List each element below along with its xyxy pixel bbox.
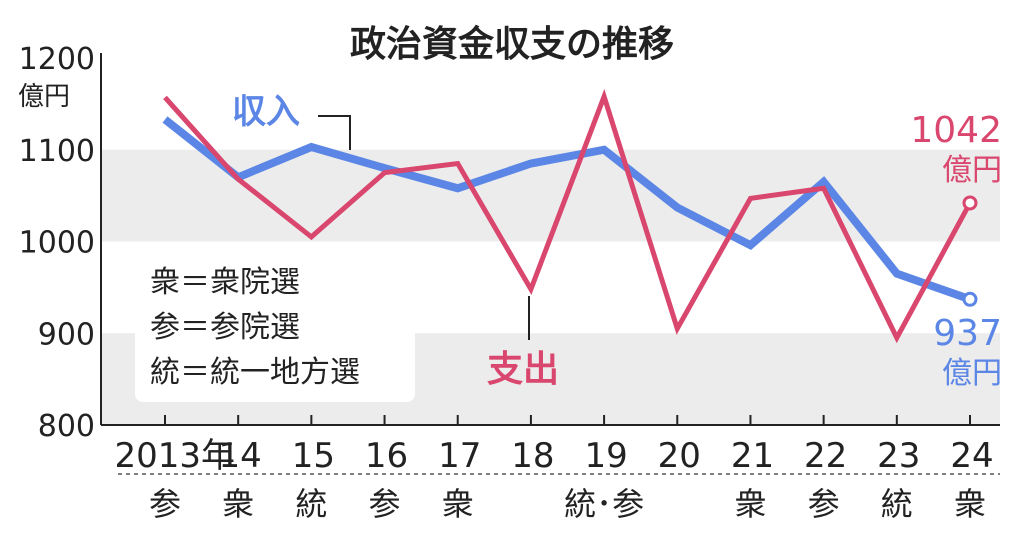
y-tick-label-1000: 1000 [19,226,95,261]
annotations: 収入 支出 1042 億円 937 億円 [232,92,1002,391]
x-tick-label-2: 15 [292,436,335,476]
expense-end-value: 1042 [910,110,1002,151]
band-1000 [101,149,1000,242]
election-label-8: 衆 [734,485,766,523]
election-label-2: 統 [295,485,327,523]
series-line-income [162,116,972,304]
y-tick-label-900: 900 [38,317,95,352]
y-tick-label-800: 800 [38,409,95,444]
legend-item-tou: 統＝統一地方選 [150,355,360,390]
election-label-9: 参 [808,485,840,523]
x-tick-label-6: 19 [584,436,627,476]
y-axis-unit: 億円 [18,82,70,112]
x-tick-label-8: 21 [731,436,774,476]
election-label-11: 衆 [954,485,986,523]
chart-title: 政治資金収支の推移 [350,23,674,65]
election-label-0: 参 [149,485,181,523]
series-end-marker-expense [962,195,978,211]
x-tick-label-1: 14 [219,436,262,476]
x-tick-label-3: 16 [365,436,408,476]
expense-end-unit: 億円 [942,153,1002,188]
election-label-1: 衆 [222,485,254,523]
x-tick-label-0: 2013年 [114,436,235,476]
series-label-income: 収入 [232,92,300,132]
election-label-4: 衆 [442,485,474,523]
election-label-10: 統 [881,485,913,523]
legend: 衆＝衆院選 参＝参院選 統＝統一地方選 [135,258,415,402]
income-end-unit: 億円 [942,356,1002,391]
x-tick-label-5: 18 [511,436,554,476]
x-tick-label-4: 17 [438,436,481,476]
income-leader-line [318,115,351,150]
x-tick-label-10: 23 [877,436,920,476]
x-tick-label-7: 20 [658,436,701,476]
series-end-marker-income [962,291,978,307]
y-tick-label-1100: 1100 [19,134,95,169]
election-label-3: 参 [369,485,401,523]
income-end-value: 937 [933,313,1002,354]
y-axis-labels: 1200 1100 1000 900 800 [19,42,102,444]
legend-item-shu: 衆＝衆院選 [150,265,300,300]
series-line-expense [163,88,973,344]
series-label-expense: 支出 [487,349,559,390]
x-tick-label-9: 22 [804,436,847,476]
x-tick-label-11: 24 [950,436,993,476]
legend-item-san: 参＝参院選 [150,310,300,345]
series-lines [162,88,978,344]
election-label-6: 統･参 [564,485,644,523]
y-tick-label-1200: 1200 [19,42,95,77]
legend-background [135,258,415,402]
background-bands [101,149,1000,425]
